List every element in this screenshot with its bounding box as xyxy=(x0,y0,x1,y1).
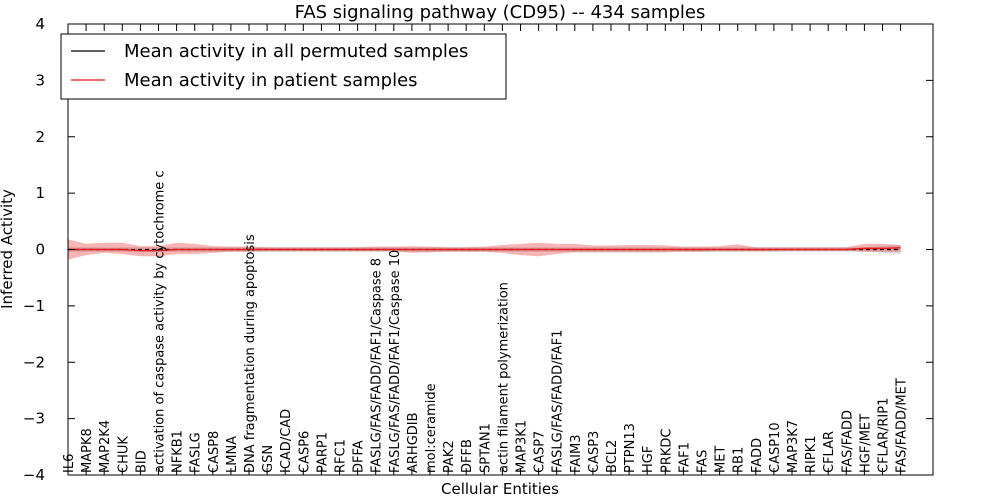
x-tick-label: HGF xyxy=(641,446,656,473)
x-tick-label: PARP1 xyxy=(315,432,330,473)
x-tick-label: FAS xyxy=(696,450,711,473)
x-tick-label: CFLAR/RIP1 xyxy=(877,398,892,473)
x-tick-label: FASLG/FAS/FADD/FAF1/Caspase 10 xyxy=(388,250,403,473)
x-tick-label: MAP3K1 xyxy=(515,420,530,473)
y-tick-label: −1 xyxy=(23,297,45,315)
x-tick-label: CASP7 xyxy=(533,431,548,473)
x-tick-label: actin filament polymerization xyxy=(496,282,511,473)
plot-frame xyxy=(67,23,934,476)
chart-title: FAS signaling pathway (CD95) -- 434 samp… xyxy=(295,2,706,23)
x-tick-label: CFLAR xyxy=(822,431,837,473)
x-tick-label: MAPK8 xyxy=(80,428,95,473)
x-tick-label: mol:ceramide xyxy=(424,383,439,473)
x-axis-label: Cellular Entities xyxy=(441,480,559,498)
x-tick-label: DNA fragmentation during apoptosis xyxy=(243,234,258,473)
legend-box xyxy=(60,33,507,100)
x-tick-label: MET xyxy=(714,446,729,473)
x-tick-label: FAF1 xyxy=(677,442,692,473)
x-ticks: IL6 MAPK8 MAP2K4 CHUK BID activation of caspa… xyxy=(62,24,910,475)
y-tick-label: −2 xyxy=(23,353,45,371)
x-tick-label: RIPK1 xyxy=(804,435,819,473)
x-tick-label: DFFB xyxy=(460,439,475,473)
legend-label-1: Mean activity in all permuted samples xyxy=(124,41,468,62)
y-ticks: 4 3 2 1 0 −1 −2 −3 −4 xyxy=(23,15,933,484)
x-tick-label: LMNA xyxy=(225,436,240,473)
x-tick-label: activation of caspase activity by cytoch… xyxy=(153,170,168,473)
x-tick-label: MAP2K4 xyxy=(98,420,113,473)
x-tick-label: DFFA xyxy=(352,440,367,473)
x-tick-label: FADD xyxy=(750,438,765,473)
x-tick-label: PTPN13 xyxy=(623,423,638,473)
x-tick-label: FAS/FADD/MET xyxy=(895,378,910,473)
legend: Mean activity in all permuted samples Mea… xyxy=(60,33,507,100)
x-tick-label: PAK2 xyxy=(442,440,457,473)
x-tick-label: HGF/MET xyxy=(858,414,873,473)
y-tick-label: 2 xyxy=(35,128,45,146)
x-tick-label: CASP10 xyxy=(768,422,783,473)
x-tick-label: NFKB1 xyxy=(171,430,186,473)
x-tick-label: SPTAN1 xyxy=(478,423,493,473)
x-tick-label: FAIM3 xyxy=(569,435,584,474)
x-tick-label: CASP8 xyxy=(207,431,222,473)
x-tick-label: CASP3 xyxy=(587,431,602,473)
y-tick-label: −4 xyxy=(23,466,45,484)
y-tick-label: 4 xyxy=(35,15,45,33)
x-tick-label: MAP3K7 xyxy=(786,420,801,473)
series-line-2 xyxy=(68,247,901,252)
x-tick-label: RB1 xyxy=(732,447,747,473)
y-tick-label: 0 xyxy=(35,241,45,259)
x-tick-label: CASP6 xyxy=(297,431,312,473)
x-tick-label: RFC1 xyxy=(334,439,349,473)
x-tick-label: GSN xyxy=(261,445,276,473)
y-tick-label: −3 xyxy=(23,410,45,428)
x-tick-label: ICAD/CAD xyxy=(279,409,294,473)
x-tick-label: FASLG/FAS/FADD/FAF1 xyxy=(551,330,566,473)
x-tick-label: ARHGDIB xyxy=(406,412,421,473)
x-tick-label: CHUK xyxy=(116,436,131,473)
y-axis-label: Inferred Activity xyxy=(0,189,16,309)
y-tick-label: 1 xyxy=(35,184,45,202)
y-tick-label: 3 xyxy=(35,71,45,89)
x-tick-label: BCL2 xyxy=(605,440,620,473)
x-tick-label: PRKDC xyxy=(659,429,674,473)
x-tick-label: FASLG/FAS/FADD/FAF1/Caspase 8 xyxy=(370,258,385,473)
series-lines xyxy=(68,247,901,252)
x-tick-label: FAS/FADD xyxy=(840,410,855,473)
x-tick-label: BID xyxy=(134,450,149,473)
x-tick-label: IL6 xyxy=(62,454,77,473)
legend-label-2: Mean activity in patient samples xyxy=(124,70,418,91)
x-tick-label: FASLG xyxy=(189,432,204,473)
